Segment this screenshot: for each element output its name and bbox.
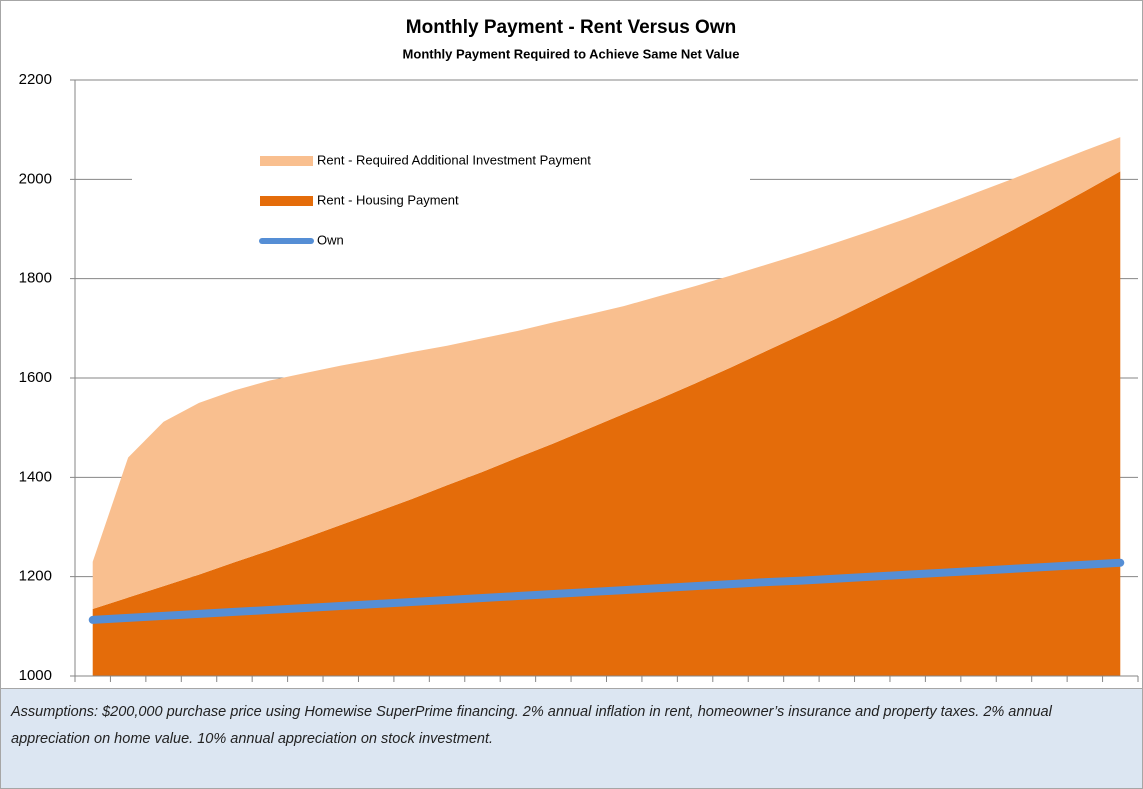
y-tick-label: 1600: [19, 369, 52, 386]
chart: Monthly Payment - Rent Versus Own Monthl…: [0, 0, 1143, 688]
y-tick-label: 1000: [19, 667, 52, 684]
legend-swatch: [260, 196, 313, 206]
area: [92, 171, 1121, 677]
y-tick-label: 1400: [19, 468, 52, 485]
chart-title: Monthly Payment - Rent Versus Own: [406, 17, 736, 38]
area: [92, 137, 1121, 609]
y-tick-label: 2200: [19, 71, 52, 88]
chart-subtitle: Monthly Payment Required to Achieve Same…: [403, 46, 740, 61]
legend-label: Rent - Housing Payment: [317, 192, 459, 207]
legend-label: Own: [317, 232, 344, 247]
legend-swatch: [260, 156, 313, 166]
legend-label: Rent - Required Additional Investment Pa…: [317, 152, 591, 167]
line: [88, 558, 1125, 624]
y-tick-label: 2000: [19, 170, 52, 187]
legend: [132, 140, 750, 265]
y-tick-label: 1200: [19, 568, 52, 585]
y-tick-label: 1800: [19, 270, 52, 287]
footnote: Assumptions: $200,000 purchase price usi…: [0, 688, 1143, 789]
